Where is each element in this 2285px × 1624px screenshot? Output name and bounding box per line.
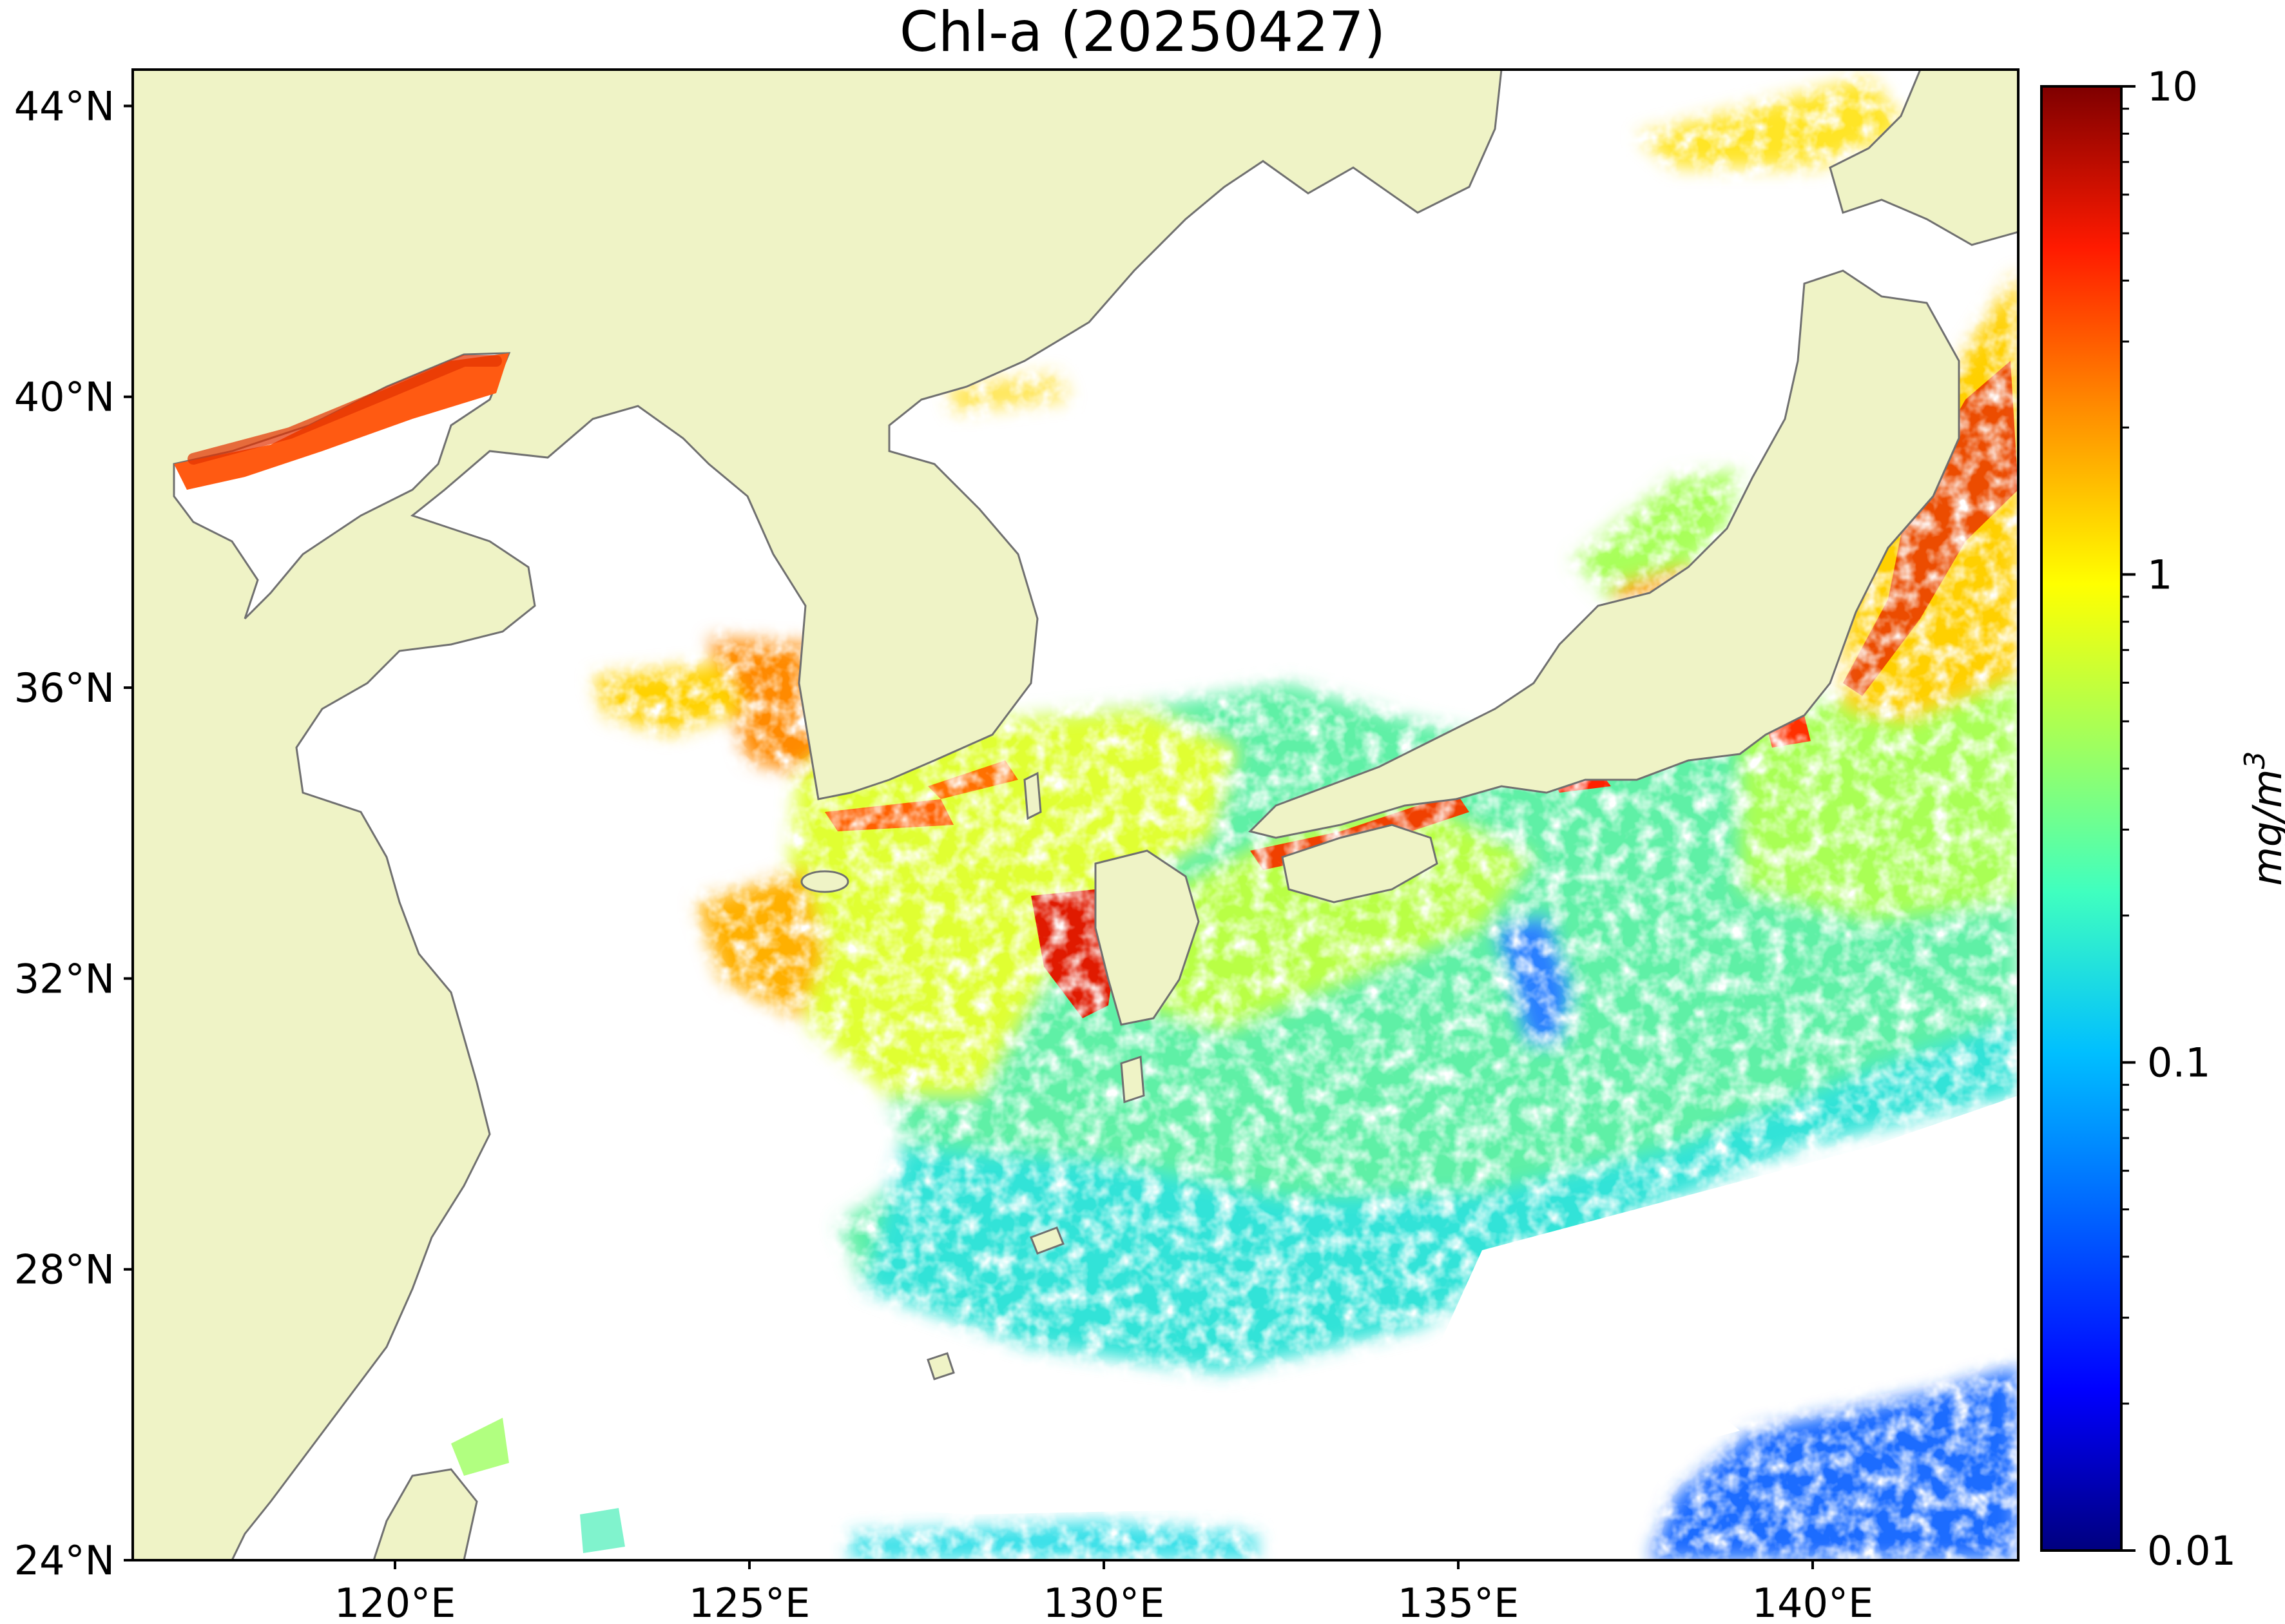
hokkaido bbox=[1829, 70, 2018, 246]
lon-tick-label: 120°E bbox=[334, 1580, 456, 1624]
colorbar-tick-label: 0.01 bbox=[2147, 1527, 2236, 1574]
figure-title: Chl-a (20250427) bbox=[899, 0, 1386, 64]
lat-tick-label: 32°N bbox=[14, 955, 115, 1002]
colorbar-ticks: 10 1 0.1 0.01 bbox=[2121, 63, 2236, 1574]
colorbar-frame bbox=[2040, 85, 2123, 1552]
lat-tick-label: 28°N bbox=[14, 1246, 115, 1293]
jeju bbox=[800, 870, 849, 893]
colorbar-tick-label: 1 bbox=[2147, 551, 2172, 598]
lat-tick-label: 24°N bbox=[14, 1537, 115, 1584]
lat-tick-label: 40°N bbox=[14, 374, 115, 421]
colorbar: 10 1 0.1 0.01 mg/m3 bbox=[2040, 63, 2285, 1574]
lon-tick-label: 135°E bbox=[1398, 1580, 1519, 1624]
colorbar-tick-label: 10 bbox=[2147, 63, 2198, 110]
shikoku bbox=[1281, 824, 1438, 904]
taiwan bbox=[372, 1468, 478, 1560]
colorbar-gradient bbox=[2041, 86, 2121, 1551]
map-panel bbox=[133, 70, 2018, 1560]
land-masses bbox=[133, 70, 2018, 1560]
latitude-axis: 44°N 40°N 36°N 32°N 28°N 24°N bbox=[14, 82, 133, 1584]
map-frame bbox=[131, 68, 2020, 1561]
colorbar-label: mg/m3 bbox=[2239, 751, 2285, 885]
lat-tick-label: 36°N bbox=[14, 664, 115, 711]
lat-tick-label: 44°N bbox=[14, 82, 115, 130]
kyushu bbox=[1094, 849, 1200, 1026]
longitude-axis: 120°E 125°E 130°E 135°E 140°E bbox=[334, 1560, 1874, 1624]
lon-tick-label: 125°E bbox=[689, 1580, 811, 1624]
asian-mainland bbox=[133, 70, 1503, 1560]
lon-tick-label: 130°E bbox=[1043, 1580, 1165, 1624]
lon-tick-label: 140°E bbox=[1752, 1580, 1874, 1624]
colorbar-tick-label: 0.1 bbox=[2147, 1039, 2211, 1087]
colorbar-minor-ticks bbox=[2121, 108, 2129, 1405]
honshu bbox=[1248, 269, 1960, 839]
